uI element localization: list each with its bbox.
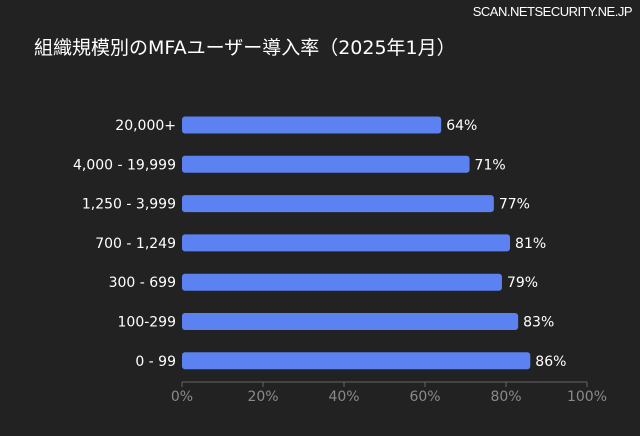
value-label: 81% [515,236,546,252]
value-label: 64% [446,118,477,134]
bar [182,313,519,330]
category-label: 0 - 99 [135,354,176,370]
chart-title: 組織規模別のMFAユーザー導入率（2025年1月） [34,37,456,59]
category-label: 20,000+ [115,118,176,134]
category-label: 100-299 [118,315,177,331]
bar [182,195,494,213]
category-label: 1,250 - 3,999 [82,197,176,213]
bar [182,273,502,291]
bar [182,116,442,134]
category-label: 4,000 - 19,999 [73,157,176,173]
x-tick-label: 80% [490,389,521,405]
bar [182,352,531,370]
value-label: 77% [499,197,530,213]
value-label: 86% [535,354,566,370]
x-tick-label: 40% [328,389,359,405]
x-tick-label: 20% [247,389,278,405]
value-label: 79% [507,275,538,291]
x-tick-label: 100% [567,389,607,405]
category-label: 300 - 699 [109,275,176,291]
x-tick-label: 0% [171,389,193,405]
value-label: 71% [475,157,506,173]
x-tick-label: 60% [409,389,440,405]
category-label: 700 - 1,249 [95,236,176,252]
value-label: 83% [523,315,554,331]
source-watermark: SCAN.NETSECURITY.NE.JP [472,4,633,19]
bar [182,234,511,252]
bar [182,155,470,173]
